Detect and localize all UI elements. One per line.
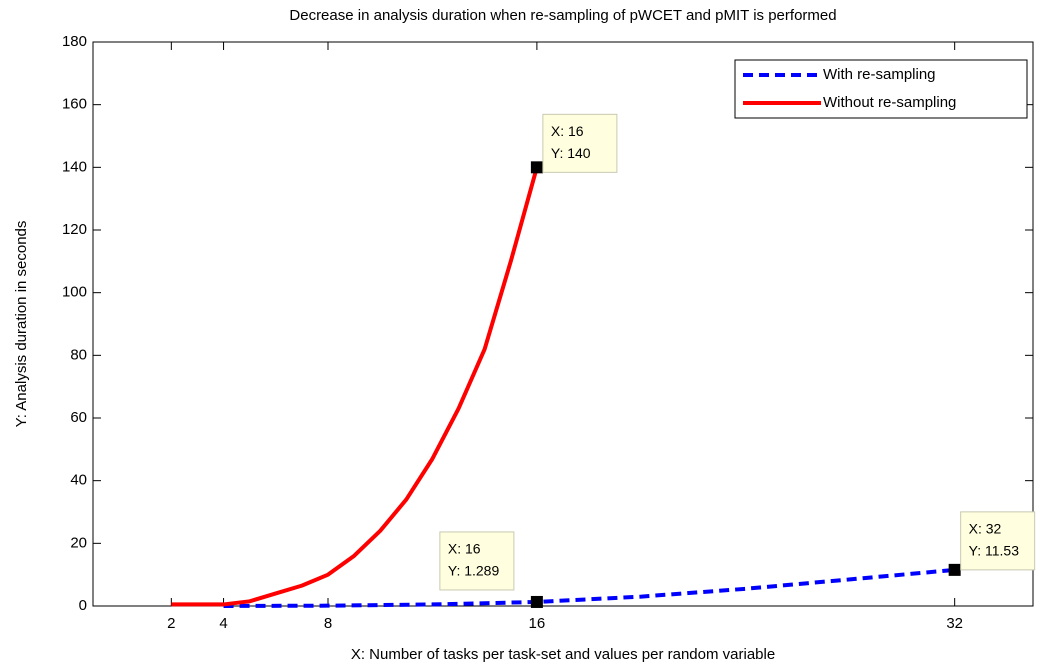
y-axis-label: Y: Analysis duration in seconds [13, 221, 30, 428]
x-tick-label: 2 [167, 615, 175, 632]
datatip-box [542, 113, 618, 173]
legend-label: Without re-sampling [823, 94, 956, 111]
datatip-y: Y: 11.53 [969, 543, 1020, 559]
x-tick-label: 4 [219, 615, 227, 632]
x-tick-label: 8 [324, 615, 332, 632]
line-series [171, 166, 539, 607]
x-tick-label: 32 [946, 615, 963, 632]
datatip-box [960, 511, 1036, 571]
datatip-marker [530, 161, 543, 174]
y-tick-label: 160 [62, 96, 87, 113]
x-tick-label: 16 [529, 615, 546, 632]
datatip-x: X: 16 [448, 541, 481, 557]
y-tick-label: 100 [62, 284, 87, 301]
y-tick-label: 80 [70, 346, 87, 363]
y-tick-label: 140 [62, 158, 87, 175]
y-tick-label: 20 [70, 534, 87, 551]
y-tick-label: 60 [70, 409, 87, 426]
legend-label: With re-sampling [823, 66, 936, 83]
datatip-box [439, 531, 515, 591]
y-tick-label: 40 [70, 472, 87, 489]
datatip-x: X: 16 [551, 123, 584, 139]
y-tick-label: 120 [62, 221, 87, 238]
datatip-y: Y: 140 [551, 145, 591, 161]
datatip-marker [948, 563, 961, 576]
datatip-marker [530, 595, 543, 608]
y-tick-label: 0 [79, 597, 87, 614]
legend-box [734, 59, 1028, 119]
chart-title: Decrease in analysis duration when re-sa… [289, 7, 836, 24]
line-series [223, 567, 955, 608]
x-axis-label: X: Number of tasks per task-set and valu… [351, 646, 775, 663]
y-tick-label: 180 [62, 33, 87, 50]
datatip-x: X: 32 [969, 521, 1002, 537]
datatip-y: Y: 1.289 [448, 563, 500, 579]
